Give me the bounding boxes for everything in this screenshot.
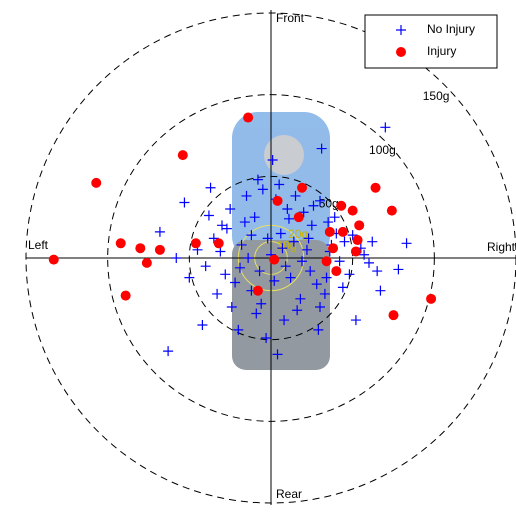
point [243, 113, 253, 123]
point [116, 238, 126, 248]
point [426, 294, 436, 304]
device-bottom [232, 240, 330, 370]
right-label: Right [487, 240, 516, 254]
point [253, 286, 263, 296]
point [371, 183, 381, 193]
point [91, 178, 101, 188]
point [178, 150, 188, 160]
point [214, 238, 224, 248]
point [322, 256, 332, 266]
point [294, 212, 304, 222]
point [135, 243, 145, 253]
legend-label: No Injury [427, 22, 475, 36]
point [273, 196, 283, 206]
ring-label: 150g [423, 89, 450, 103]
point [338, 227, 348, 237]
device-lens [264, 135, 304, 175]
point [389, 310, 399, 320]
point [121, 291, 131, 301]
point [328, 243, 338, 253]
point [387, 206, 397, 216]
point [351, 246, 361, 256]
ring-label: 100g [369, 143, 396, 157]
point [142, 258, 152, 268]
legend-label: Injury [427, 44, 456, 58]
point [297, 183, 307, 193]
point [331, 266, 341, 276]
point [336, 201, 346, 211]
point [191, 238, 201, 248]
point [269, 255, 279, 265]
rear-label: Rear [276, 487, 302, 501]
point [155, 245, 165, 255]
front-label: Front [276, 11, 305, 25]
point [325, 227, 335, 237]
left-label: Left [28, 238, 49, 252]
point [49, 255, 59, 265]
ring-label: 50g [319, 196, 339, 210]
point [354, 220, 364, 230]
chart: 10g20g50g100g150g Front Rear Left Right … [0, 0, 516, 507]
point [353, 235, 363, 245]
legend-marker [396, 47, 406, 57]
point [348, 206, 358, 216]
